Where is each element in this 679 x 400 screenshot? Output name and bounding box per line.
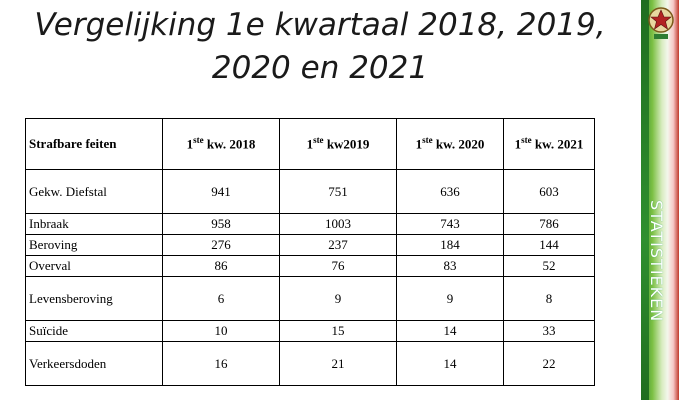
row-label: Gekw. Diefstal <box>25 169 163 214</box>
table-header-row: Strafbare feiten 1ste kw. 2018 1ste kw20… <box>25 118 595 170</box>
cell-value: 636 <box>396 169 504 214</box>
cell-value: 237 <box>279 234 397 256</box>
cell-value: 743 <box>396 213 504 235</box>
police-emblem-icon <box>648 7 674 39</box>
page-title: Vergelijking 1e kwartaal 2018, 2019, 202… <box>0 4 640 90</box>
cell-value: 786 <box>503 213 595 235</box>
header-2019: 1ste kw2019 <box>279 118 397 170</box>
cell-value: 83 <box>396 255 504 277</box>
title-line-1: Vergelijking 1e kwartaal 2018, 2019, <box>34 7 606 43</box>
table-row: Inbraak 958 1003 743 786 <box>25 213 595 235</box>
cell-value: 52 <box>503 255 595 277</box>
cell-value: 1003 <box>279 213 397 235</box>
cell-value: 16 <box>162 341 280 386</box>
row-label: Inbraak <box>25 213 163 235</box>
table-row: Overval 86 76 83 52 <box>25 255 595 277</box>
row-label: Overval <box>25 255 163 277</box>
cell-value: 941 <box>162 169 280 214</box>
header-strafbare-feiten: Strafbare feiten <box>25 118 163 170</box>
sidebar-strip <box>641 0 649 400</box>
table-row: Verkeersdoden 16 21 14 22 <box>25 341 595 386</box>
row-label: Suïcide <box>25 320 163 342</box>
cell-value: 14 <box>396 341 504 386</box>
cell-value: 603 <box>503 169 595 214</box>
decorative-sidebar <box>641 0 679 400</box>
cell-value: 10 <box>162 320 280 342</box>
header-2020: 1ste kw. 2020 <box>396 118 504 170</box>
table-row: Beroving 276 237 184 144 <box>25 234 595 256</box>
cell-value: 8 <box>503 276 595 321</box>
title-line-2: 2020 en 2021 <box>211 50 429 86</box>
table-row: Suïcide 10 15 14 33 <box>25 320 595 342</box>
cell-value: 21 <box>279 341 397 386</box>
row-label: Beroving <box>25 234 163 256</box>
cell-value: 22 <box>503 341 595 386</box>
cell-value: 9 <box>279 276 397 321</box>
cell-value: 184 <box>396 234 504 256</box>
cell-value: 86 <box>162 255 280 277</box>
header-2021: 1ste kw. 2021 <box>503 118 595 170</box>
table-row: Levensberoving 6 9 9 8 <box>25 276 595 321</box>
cell-value: 15 <box>279 320 397 342</box>
cell-value: 14 <box>396 320 504 342</box>
cell-value: 76 <box>279 255 397 277</box>
table-row: Gekw. Diefstal 941 751 636 603 <box>25 169 595 214</box>
cell-value: 144 <box>503 234 595 256</box>
cell-value: 33 <box>503 320 595 342</box>
header-2018: 1ste kw. 2018 <box>162 118 280 170</box>
cell-value: 6 <box>162 276 280 321</box>
cell-value: 276 <box>162 234 280 256</box>
row-label: Verkeersdoden <box>25 341 163 386</box>
sidebar-label: STATISTIEKEN <box>647 200 666 323</box>
row-label: Levensberoving <box>25 276 163 321</box>
cell-value: 9 <box>396 276 504 321</box>
cell-value: 751 <box>279 169 397 214</box>
crime-statistics-table: Strafbare feiten 1ste kw. 2018 1ste kw20… <box>25 118 595 386</box>
cell-value: 958 <box>162 213 280 235</box>
